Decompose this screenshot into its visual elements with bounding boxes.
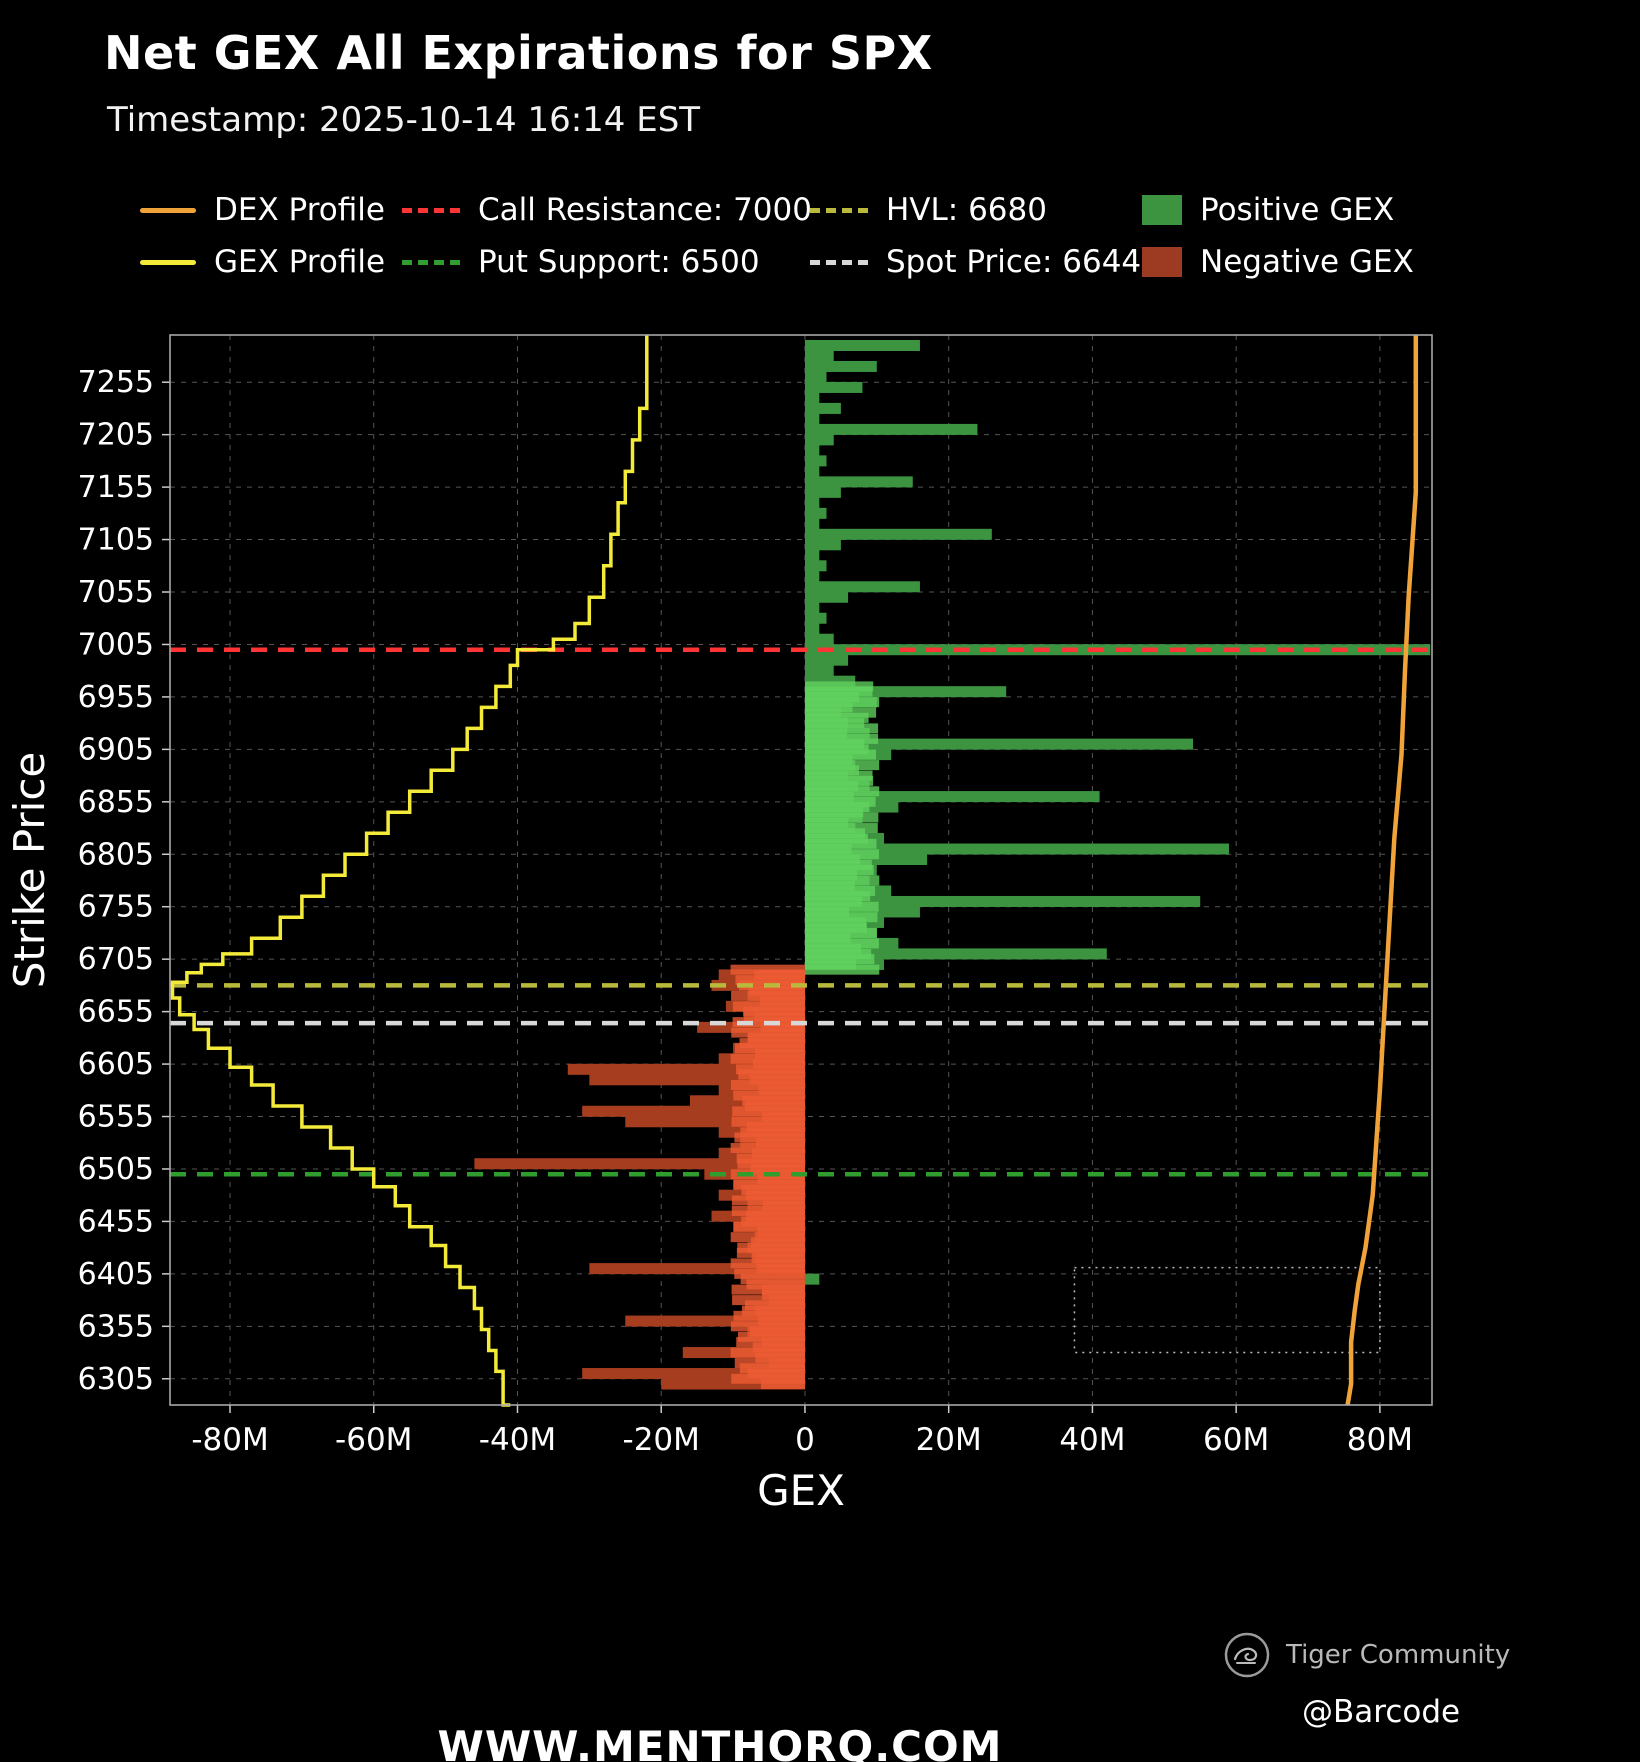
svg-text:6755: 6755 [78,890,154,925]
svg-text:7055: 7055 [78,575,154,610]
legend-label: DEX Profile [214,192,385,228]
site-footer: WWW.MENTHORQ.COM [437,1722,1003,1762]
barcode-handle: @Barcode [1302,1694,1461,1730]
svg-text:6955: 6955 [78,680,154,715]
legend-label: Call Resistance: 7000 [478,192,812,228]
hvl-dash-swatch [810,207,868,213]
svg-text:20M: 20M [916,1422,982,1458]
legend-label: Spot Price: 6644 [886,244,1142,280]
legend-item-negative-gex: Negative GEX [1142,244,1414,280]
svg-text:6405: 6405 [78,1257,154,1292]
svg-text:6655: 6655 [78,995,154,1030]
tiger-community-label: Tiger Community [1286,1640,1511,1670]
svg-text:6905: 6905 [78,732,154,767]
page-title: Net GEX All Expirations for SPX [104,26,933,80]
svg-text:7005: 7005 [78,627,154,662]
timestamp: Timestamp: 2025-10-14 16:14 EST [107,100,701,140]
svg-text:40M: 40M [1059,1422,1125,1458]
svg-text:GEX: GEX [757,1466,845,1515]
svg-text:6805: 6805 [78,837,154,872]
svg-text:-60M: -60M [335,1422,412,1458]
positive-gex-patch-swatch [1142,195,1182,225]
legend-item-positive-gex: Positive GEX [1142,192,1414,228]
legend-item-spot-price: Spot Price: 6644 [810,244,1142,280]
legend-label: Negative GEX [1200,244,1414,280]
svg-text:6455: 6455 [78,1204,154,1239]
legend-label: Put Support: 6500 [478,244,760,280]
svg-text:7155: 7155 [78,470,154,505]
legend-label: GEX Profile [214,244,386,280]
svg-text:6855: 6855 [78,785,154,820]
tiger-community-logo-icon [1224,1632,1270,1678]
dex-profile-line-swatch [140,207,196,213]
call-resistance-dash-swatch [402,207,460,213]
svg-text:6305: 6305 [78,1362,154,1397]
svg-text:6555: 6555 [78,1100,154,1135]
legend: DEX Profile Call Resistance: 7000 HVL: 6… [140,192,1414,280]
svg-text:6605: 6605 [78,1047,154,1082]
legend-label: HVL: 6680 [886,192,1047,228]
negative-gex-patch-swatch [1142,247,1182,277]
svg-text:7105: 7105 [78,523,154,558]
gex-profile-line-swatch [140,259,196,265]
legend-item-gex-profile: GEX Profile [140,244,402,280]
svg-text:6705: 6705 [78,942,154,977]
legend-label: Positive GEX [1200,192,1395,228]
put-support-dash-swatch [402,259,460,265]
svg-text:6355: 6355 [78,1309,154,1344]
svg-text:0: 0 [795,1422,815,1458]
svg-text:-20M: -20M [623,1422,700,1458]
svg-text:-80M: -80M [191,1422,268,1458]
spot-price-dash-swatch [810,259,868,265]
legend-item-put-support: Put Support: 6500 [402,244,810,280]
legend-item-dex-profile: DEX Profile [140,192,402,228]
svg-text:80M: 80M [1347,1422,1413,1458]
tiger-community-watermark: Tiger Community [1222,1630,1510,1680]
svg-text:60M: 60M [1203,1422,1269,1458]
legend-item-hvl: HVL: 6680 [810,192,1142,228]
svg-text:6505: 6505 [78,1152,154,1187]
svg-text:-40M: -40M [479,1422,556,1458]
svg-text:Strike Price: Strike Price [5,752,54,989]
legend-item-call-resistance: Call Resistance: 7000 [402,192,812,228]
svg-text:7255: 7255 [78,365,154,400]
svg-text:7205: 7205 [78,418,154,453]
